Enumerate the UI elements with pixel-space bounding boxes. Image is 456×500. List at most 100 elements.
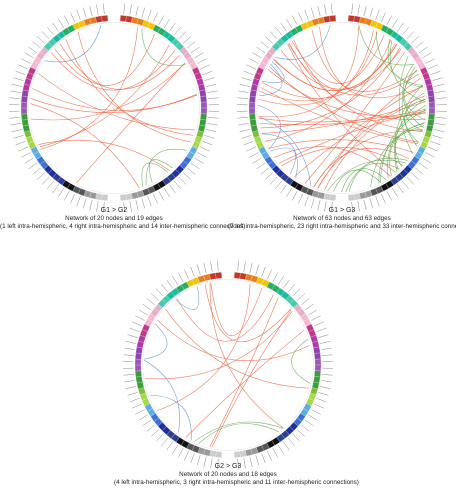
right-intra-edge bbox=[387, 38, 424, 88]
region-label-mark bbox=[317, 5, 321, 17]
region-label-mark bbox=[292, 191, 298, 201]
region-segment bbox=[329, 15, 337, 22]
region-segment bbox=[353, 193, 361, 201]
region-label-mark bbox=[202, 140, 213, 146]
region-label-mark bbox=[314, 403, 324, 409]
region-label-mark bbox=[425, 152, 435, 158]
region-label-mark bbox=[163, 18, 170, 29]
caption-title: G2 > G3 bbox=[214, 463, 242, 470]
region-label-mark bbox=[15, 70, 26, 76]
region-label-mark bbox=[210, 458, 213, 469]
region-label-mark bbox=[13, 77, 24, 81]
inter-edge bbox=[260, 87, 419, 145]
region-segment bbox=[95, 15, 103, 23]
region-label-mark bbox=[37, 36, 46, 44]
region-label-mark bbox=[142, 419, 152, 427]
region-segment bbox=[233, 272, 241, 279]
region-label-mark bbox=[319, 386, 331, 389]
region-label-mark bbox=[52, 184, 59, 194]
region-label-mark bbox=[124, 380, 135, 383]
region-label-mark bbox=[52, 22, 59, 32]
region-label-mark bbox=[146, 298, 155, 306]
connectogram-g1-gt-g3 bbox=[237, 3, 447, 213]
region-label-mark bbox=[141, 198, 146, 209]
region-label-mark bbox=[369, 7, 374, 18]
region-label-mark bbox=[252, 157, 262, 164]
region-label-mark bbox=[324, 201, 327, 212]
inter-edge bbox=[313, 95, 426, 188]
region-label-mark bbox=[194, 157, 204, 164]
inter-edge bbox=[54, 34, 155, 86]
region-label-mark bbox=[406, 176, 415, 185]
region-segment bbox=[314, 358, 322, 366]
inter-edge bbox=[156, 319, 310, 361]
region-label-mark bbox=[418, 162, 428, 170]
edges bbox=[30, 24, 198, 189]
region-label-mark bbox=[246, 146, 256, 152]
region-label-mark bbox=[237, 458, 239, 470]
region-label-mark bbox=[410, 172, 419, 180]
region-label-mark bbox=[203, 262, 207, 274]
region-label-mark bbox=[205, 84, 217, 87]
region-label-mark bbox=[363, 199, 367, 211]
region-label-mark bbox=[190, 453, 195, 464]
region-label-mark bbox=[310, 7, 315, 18]
inner-circle bbox=[256, 22, 428, 194]
region-label-mark bbox=[172, 444, 179, 455]
region-label-mark bbox=[129, 397, 140, 403]
region-label-mark bbox=[70, 193, 75, 204]
region-label-mark bbox=[265, 36, 274, 44]
region-label-mark bbox=[89, 199, 93, 211]
region-label-mark bbox=[260, 41, 269, 49]
region-label-mark bbox=[197, 152, 207, 158]
region-label-mark bbox=[316, 327, 327, 333]
right-intra-edge bbox=[149, 159, 173, 183]
inter-edge bbox=[30, 93, 197, 113]
region-label-mark bbox=[428, 64, 438, 70]
region-label-mark bbox=[138, 414, 148, 421]
region-label-mark bbox=[47, 180, 55, 190]
inter-edge bbox=[40, 27, 138, 150]
region-label-mark bbox=[304, 196, 309, 207]
region-label-mark bbox=[210, 261, 213, 272]
region-label-mark bbox=[351, 3, 353, 15]
region-label-mark bbox=[89, 5, 93, 17]
region-label-mark bbox=[207, 123, 218, 126]
caption-connection-breakdown: (7 left intra-hemispheric, 23 right intr… bbox=[228, 223, 456, 231]
region-label-mark bbox=[82, 198, 87, 209]
region-label-mark bbox=[125, 341, 137, 344]
region-label-mark bbox=[401, 26, 409, 36]
inter-edge bbox=[32, 88, 198, 111]
region-label-mark bbox=[166, 441, 173, 451]
region-label-mark bbox=[318, 392, 329, 396]
inter-edge bbox=[268, 139, 414, 153]
region-segment bbox=[20, 107, 28, 115]
panel-g1-gt-g3: G1 > G3 Network of 63 nodes and 63 edges… bbox=[228, 0, 456, 245]
region-label-mark bbox=[11, 129, 23, 132]
right-intra-edge bbox=[398, 56, 413, 154]
left-intra-edge bbox=[44, 24, 102, 63]
region-segment bbox=[313, 346, 321, 354]
right-intra-edge bbox=[141, 162, 169, 187]
region-label-mark bbox=[161, 437, 169, 447]
region-segment bbox=[199, 89, 207, 97]
region-label-mark bbox=[357, 201, 360, 212]
caption-connection-breakdown: (4 left intra-hemispheric, 3 right intra… bbox=[114, 479, 359, 487]
region-label-mark bbox=[217, 458, 219, 470]
region-label-mark bbox=[9, 117, 20, 119]
region-label-mark bbox=[21, 152, 31, 158]
left-intra-edge bbox=[269, 147, 296, 175]
region-label-mark bbox=[96, 4, 99, 15]
region-label-mark bbox=[422, 52, 432, 59]
region-label-mark bbox=[208, 117, 219, 119]
region-label-mark bbox=[18, 64, 28, 70]
region-label-mark bbox=[238, 90, 249, 93]
left-intra-edge bbox=[257, 104, 281, 150]
region-label-mark bbox=[153, 193, 158, 204]
inner-circle bbox=[28, 22, 200, 194]
region-label-mark bbox=[428, 146, 438, 152]
region-label-mark bbox=[172, 275, 179, 286]
region-label-mark bbox=[322, 374, 333, 376]
region-label-mark bbox=[255, 264, 260, 275]
region-segment bbox=[249, 95, 256, 103]
